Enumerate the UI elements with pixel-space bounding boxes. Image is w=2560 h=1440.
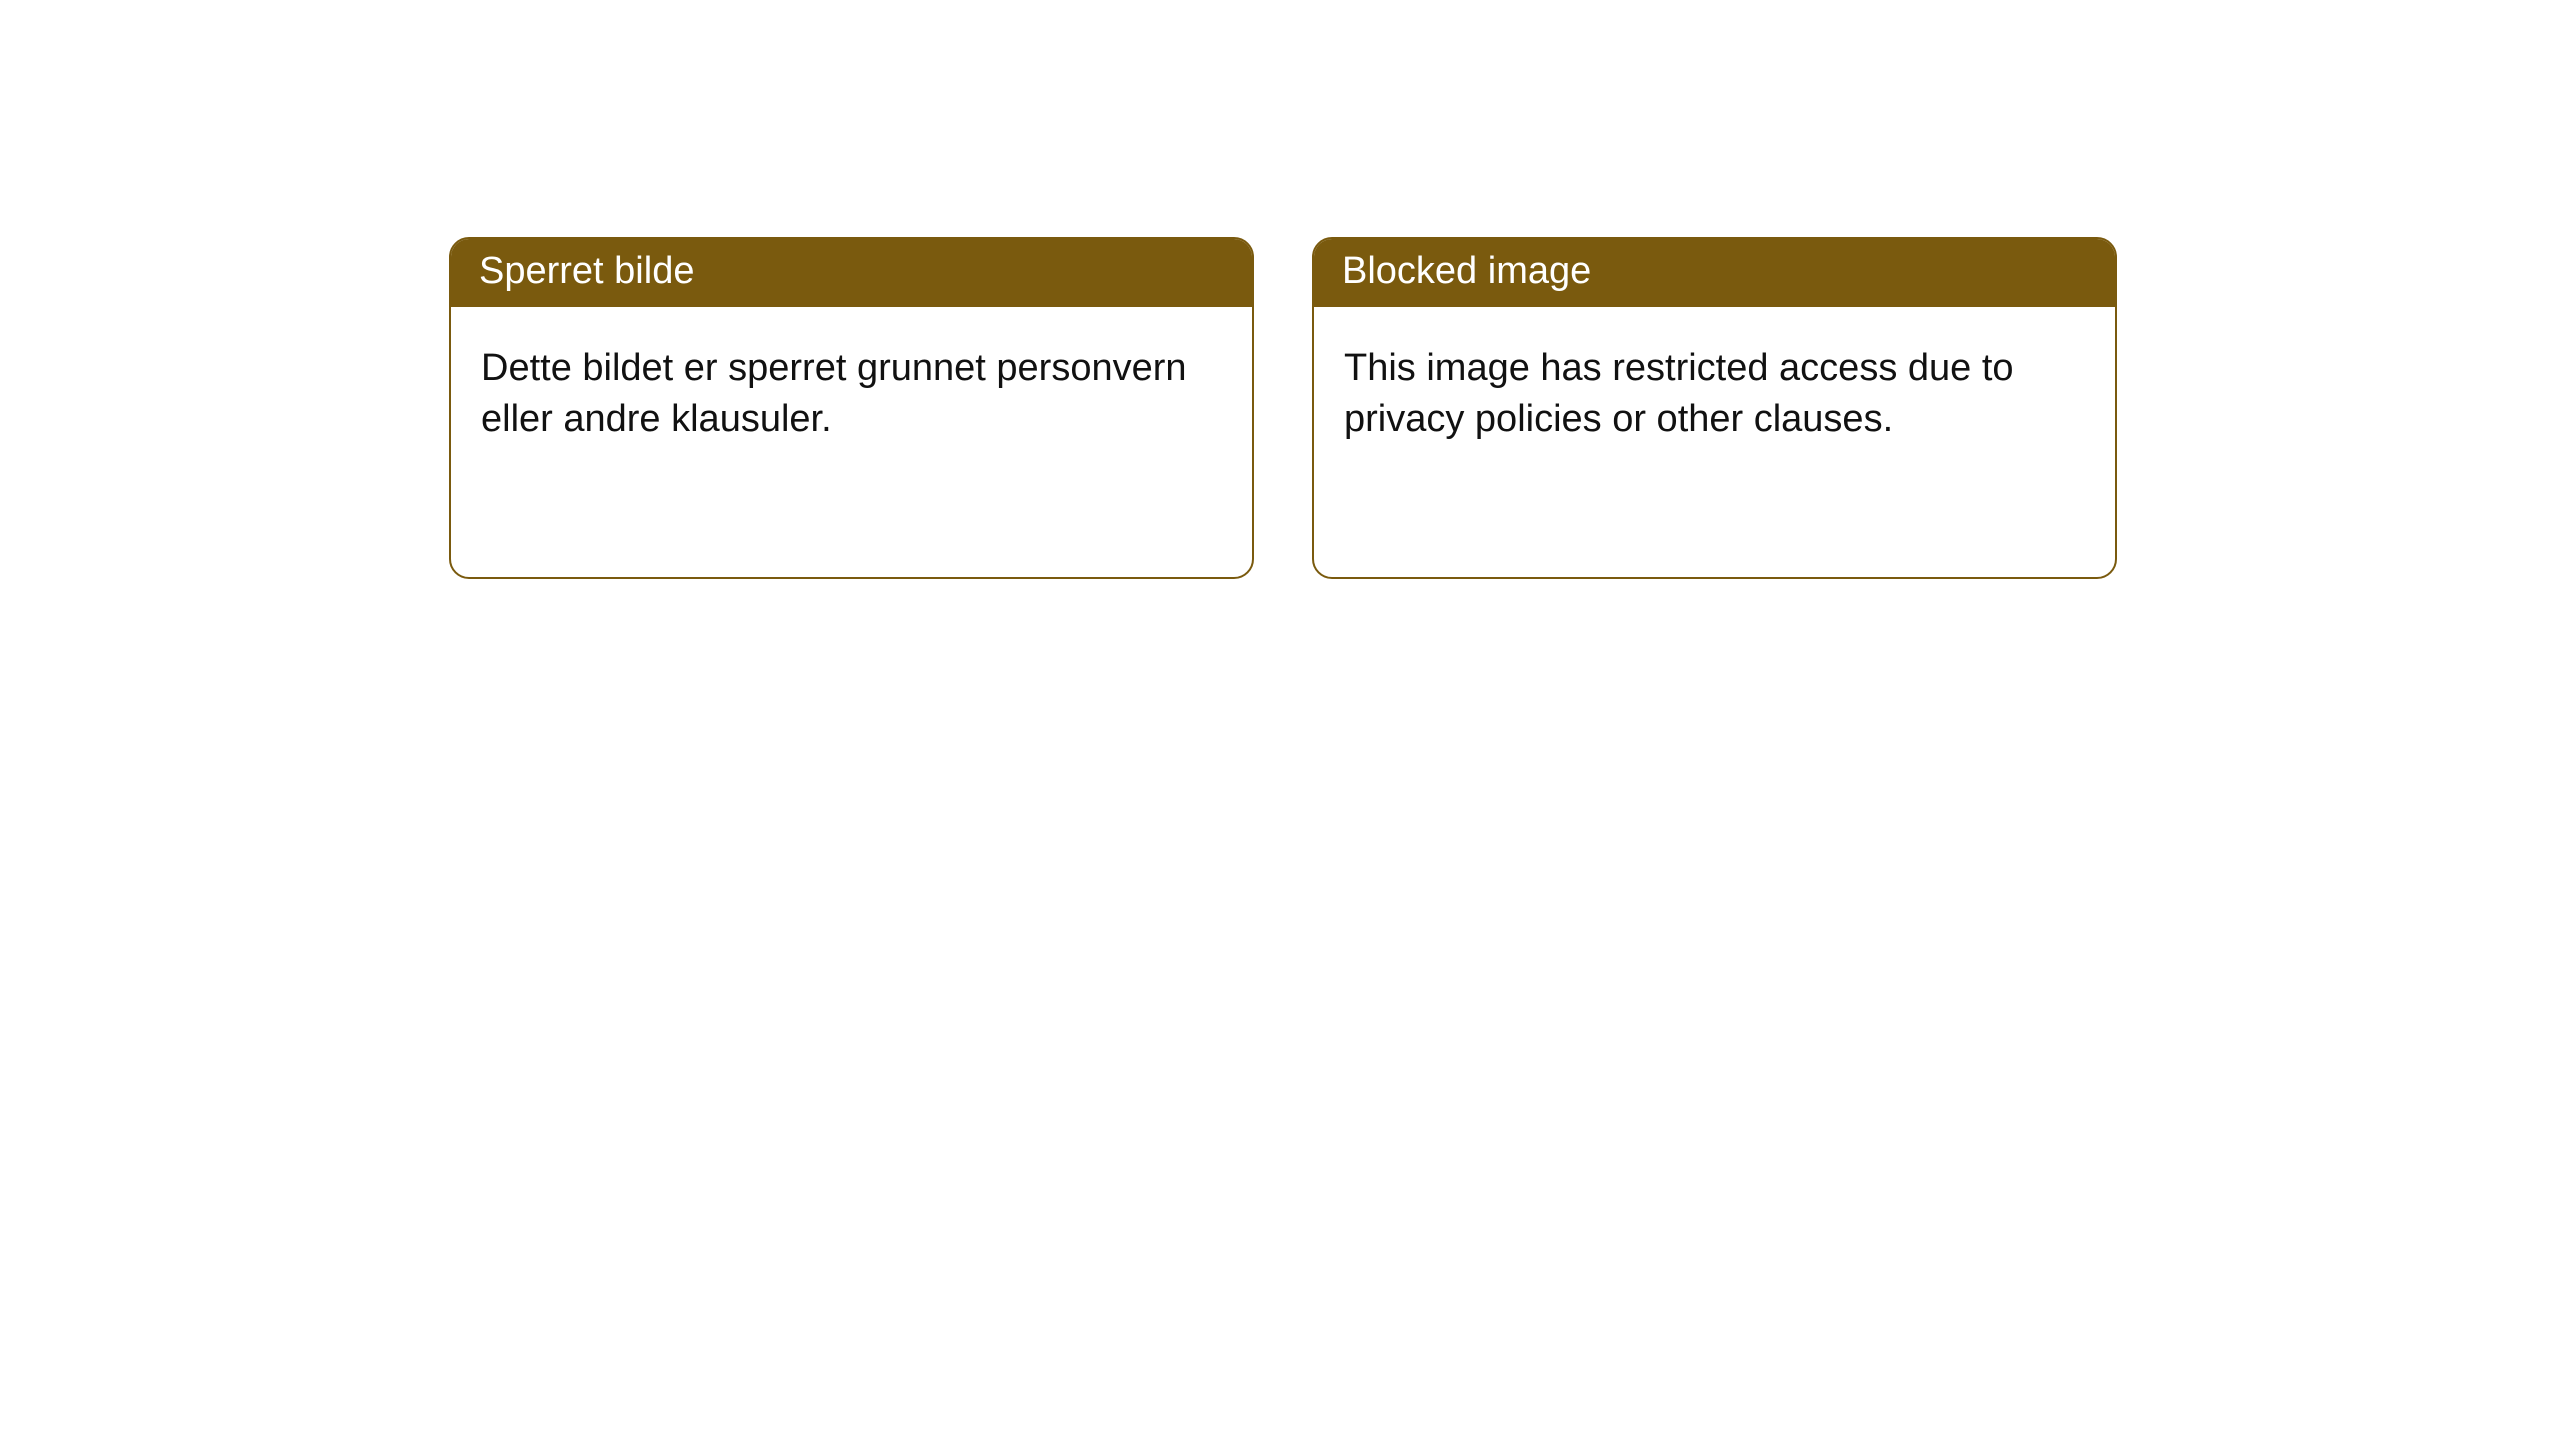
notice-card-no: Sperret bilde Dette bildet er sperret gr… — [449, 237, 1254, 579]
notice-body-en: This image has restricted access due to … — [1314, 307, 2115, 577]
notice-title-en: Blocked image — [1314, 239, 2115, 307]
notice-title-no: Sperret bilde — [451, 239, 1252, 307]
notice-body-no: Dette bildet er sperret grunnet personve… — [451, 307, 1252, 577]
notice-card-en: Blocked image This image has restricted … — [1312, 237, 2117, 579]
notice-container: Sperret bilde Dette bildet er sperret gr… — [0, 0, 2560, 579]
